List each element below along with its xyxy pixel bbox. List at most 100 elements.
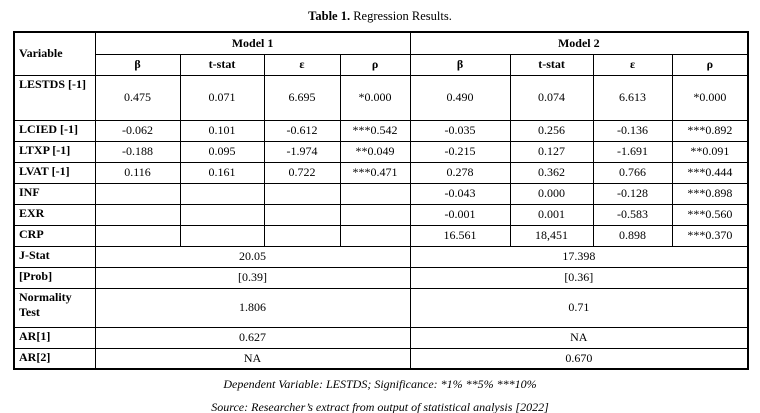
document-page: Table 1. Regression Results. Variable Mo… — [0, 8, 760, 413]
table-body: LESTDS [-1] 0.475 0.071 6.695 *0.000 0.490 0.0… — [13, 74, 749, 370]
table-number: Table 1. — [308, 9, 351, 23]
table-cell: 6.695 — [263, 74, 341, 121]
table-cell: ***0.370 — [671, 224, 749, 247]
table-cell — [263, 182, 341, 205]
table-row: LVAT [-1] 0.116 0.161 0.722 ***0.471 0.278 0.3… — [13, 161, 749, 184]
header-row-models: Variable Model 1 Model 2 — [13, 31, 749, 76]
table-row: LCIED [-1] -0.062 0.101 -0.612 ***0.542 -0.03… — [13, 119, 749, 142]
table-cell: 0.000 — [509, 182, 594, 205]
table-cell: 6.613 — [592, 74, 673, 121]
regression-results-table: Variable Model 1 Model 2 β t-stat ε ρ β … — [13, 31, 750, 370]
table-cell: 0.001 — [509, 203, 594, 226]
table-cell: -0.062 — [94, 119, 181, 142]
table-cell — [179, 203, 265, 226]
model1-header: Model 1 — [94, 31, 411, 55]
table-cell: -0.215 — [409, 140, 511, 163]
table-cell: 0.101 — [179, 119, 265, 142]
table-cell: ***0.444 — [671, 161, 749, 184]
table-cell: 16.561 — [409, 224, 511, 247]
rho-header-m2: ρ — [671, 53, 749, 76]
table-cell-span: 17.398 — [409, 245, 749, 268]
table-cell — [94, 224, 181, 247]
table-cell: 0.278 — [409, 161, 511, 184]
table-row: EXR -0.001 0.001 -0.583 ***0.560 — [13, 203, 749, 226]
table-row: CRP 16.561 18,451 0.898 ***0.370 — [13, 224, 749, 247]
table-cell: 0.490 — [409, 74, 511, 121]
table-cell: *0.000 — [671, 74, 749, 121]
table-cell: ***0.542 — [339, 119, 411, 142]
table-row: [Prob] [0.39] [0.36] — [13, 266, 749, 289]
table-cell — [94, 203, 181, 226]
tstat-header-m1: t-stat — [179, 53, 265, 76]
table-cell — [339, 203, 411, 226]
table-cell: -0.583 — [592, 203, 673, 226]
table-cell: 0.095 — [179, 140, 265, 163]
table-cell: -1.974 — [263, 140, 341, 163]
table-cell — [339, 224, 411, 247]
table-cell: 0.074 — [509, 74, 594, 121]
variable-column-header: Variable — [13, 31, 96, 76]
table-cell: -1.691 — [592, 140, 673, 163]
row-label: LCIED [-1] — [13, 119, 96, 142]
table-cell-span: 0.627 — [94, 326, 411, 349]
row-label: LESTDS [-1] — [13, 74, 96, 121]
row-label: AR[1] — [13, 326, 96, 349]
table-cell: -0.128 — [592, 182, 673, 205]
table-cell: 0.161 — [179, 161, 265, 184]
footnote-source: Source: Researcher’s extract from output… — [211, 400, 549, 413]
table-cell — [263, 203, 341, 226]
table-cell: 0.256 — [509, 119, 594, 142]
table-row: J-Stat 20.05 17.398 — [13, 245, 749, 268]
table-cell: **0.091 — [671, 140, 749, 163]
table-cell: -0.043 — [409, 182, 511, 205]
table-cell-span: [0.39] — [94, 266, 411, 289]
table-cell: ***0.560 — [671, 203, 749, 226]
row-label: [Prob] — [13, 266, 96, 289]
header-row-stats: β t-stat ε ρ β t-stat ε ρ — [14, 53, 749, 76]
row-label: LVAT [-1] — [13, 161, 96, 184]
table-cell — [339, 182, 411, 205]
table-cell: ***0.892 — [671, 119, 749, 142]
table-cell: ***0.898 — [671, 182, 749, 205]
table-cell: 0.362 — [509, 161, 594, 184]
table-cell: 0.116 — [94, 161, 181, 184]
beta-header-m2: β — [409, 53, 511, 76]
table-cell-span: NA — [409, 326, 749, 349]
rho-header-m1: ρ — [339, 53, 411, 76]
page-title: Table 1. Regression Results. — [0, 8, 760, 24]
table-row: LESTDS [-1] 0.475 0.071 6.695 *0.000 0.490 0.0… — [13, 74, 749, 121]
table-title-text: Regression Results. — [350, 9, 452, 23]
table-cell: -0.001 — [409, 203, 511, 226]
row-label: CRP — [13, 224, 96, 247]
table-cell-span: 1.806 — [94, 287, 411, 328]
table-cell — [179, 182, 265, 205]
tstat-header-m2: t-stat — [509, 53, 594, 76]
beta-header-m1: β — [94, 53, 181, 76]
table-cell-span: 20.05 — [94, 245, 411, 268]
row-label: AR[2] — [13, 347, 96, 370]
table-cell: ***0.471 — [339, 161, 411, 184]
table-cell: 0.127 — [509, 140, 594, 163]
table-cell: -0.136 — [592, 119, 673, 142]
table-cell: 0.475 — [94, 74, 181, 121]
table-row: AR[1] 0.627 NA — [13, 326, 749, 349]
table-cell: 0.766 — [592, 161, 673, 184]
table-row: AR[2] NA 0.670 — [13, 347, 749, 370]
table-cell-span: 0.670 — [409, 347, 749, 370]
table-row: LTXP [-1] -0.188 0.095 -1.974 **0.049 -0.215 0… — [13, 140, 749, 163]
table-cell: 0.071 — [179, 74, 265, 121]
table-cell: -0.188 — [94, 140, 181, 163]
table-cell-span: [0.36] — [409, 266, 749, 289]
table-cell-span: 0.71 — [409, 287, 749, 328]
row-label: INF — [13, 182, 96, 205]
table-cell — [263, 224, 341, 247]
table-cell: *0.000 — [339, 74, 411, 121]
row-label: J-Stat — [13, 245, 96, 268]
table-cell-span: NA — [94, 347, 411, 370]
row-label: LTXP [-1] — [13, 140, 96, 163]
table-cell: **0.049 — [339, 140, 411, 163]
row-label: EXR — [13, 203, 96, 226]
epsilon-header-m1: ε — [263, 53, 341, 76]
epsilon-header-m2: ε — [592, 53, 673, 76]
table-cell: 0.722 — [263, 161, 341, 184]
